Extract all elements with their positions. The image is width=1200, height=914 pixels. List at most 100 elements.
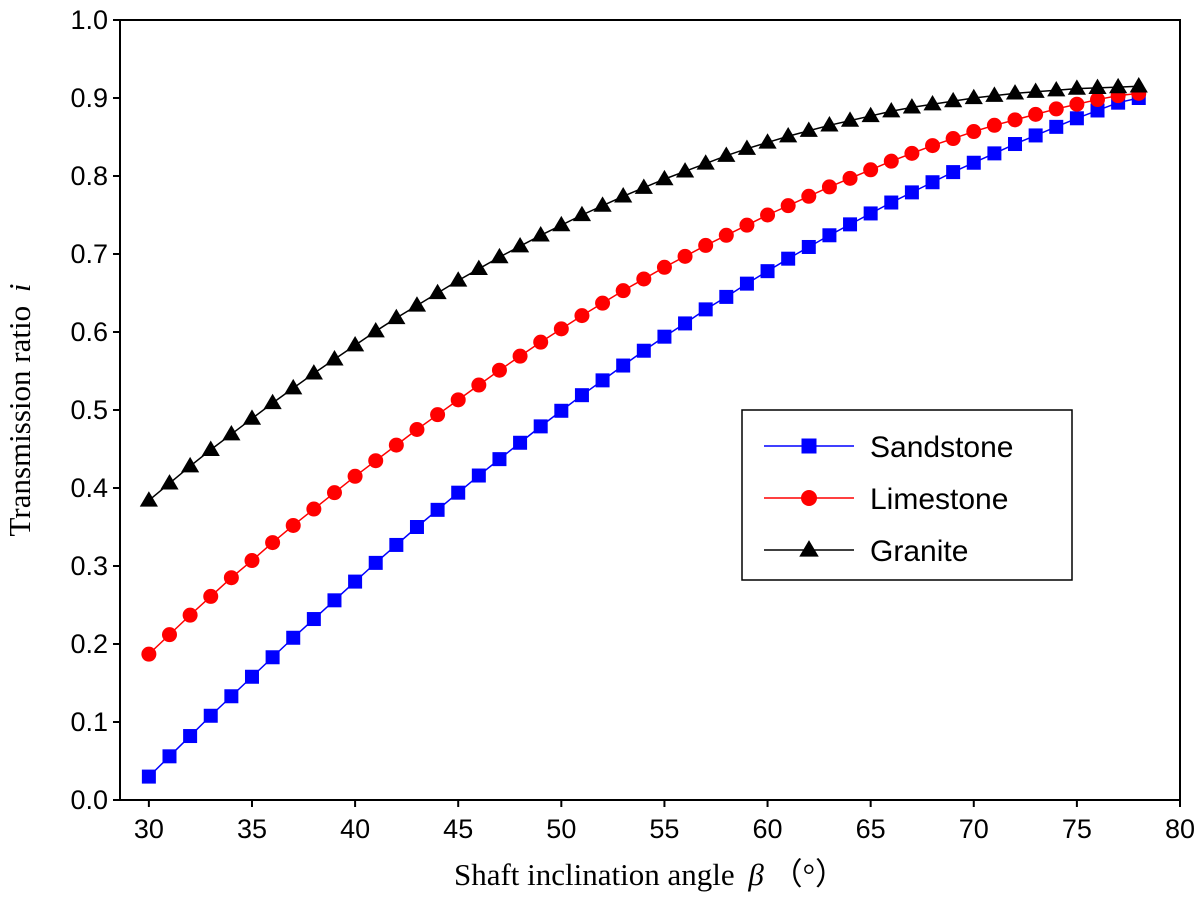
sandstone-point: [760, 264, 775, 279]
legend-marker-granite: [799, 540, 819, 557]
limestone-point: [883, 153, 899, 169]
limestone-point: [945, 131, 961, 147]
series-layer: [139, 77, 1148, 784]
y-tick-label: 0.3: [70, 551, 108, 581]
limestone-point: [986, 117, 1002, 133]
granite-point: [510, 236, 530, 253]
granite-point: [902, 98, 922, 114]
limestone-point: [141, 646, 157, 662]
sandstone-point: [389, 537, 404, 552]
limestone-point: [161, 627, 177, 643]
limestone-point: [1048, 101, 1064, 117]
granite-point: [325, 350, 344, 366]
sandstone-point: [657, 329, 672, 344]
sandstone-point: [822, 228, 837, 243]
granite-point: [139, 491, 158, 507]
legend-marker-limestone: [801, 490, 817, 506]
limestone-point: [430, 407, 446, 423]
limestone-point: [821, 179, 837, 195]
limestone-point: [491, 362, 507, 378]
limestone-point: [1028, 106, 1044, 122]
limestone-point: [574, 308, 590, 324]
y-tick-label: 1.0: [70, 5, 108, 35]
granite-point: [407, 296, 427, 312]
x-axis-label: Shaft inclination angle: [454, 857, 735, 892]
granite-point: [428, 283, 447, 300]
limestone-point: [471, 377, 487, 393]
granite-point: [449, 271, 468, 287]
limestone-point: [285, 517, 301, 533]
limestone-point: [265, 535, 281, 551]
sandstone-point: [843, 217, 858, 232]
limestone-point: [760, 207, 776, 223]
granite-point: [964, 88, 983, 105]
limestone-point: [677, 248, 693, 264]
granite-point: [263, 393, 282, 410]
granite-point: [779, 126, 798, 143]
limestone-point: [1090, 92, 1106, 108]
sandstone-point: [348, 574, 363, 589]
sandstone-point: [1090, 103, 1105, 118]
sandstone-point: [1049, 119, 1064, 134]
sandstone-point: [451, 485, 466, 500]
sandstone-point: [925, 175, 940, 190]
granite-point: [1129, 77, 1148, 93]
sandstone-point: [203, 708, 218, 723]
sandstone-point: [739, 276, 754, 291]
x-tick-label: 60: [753, 814, 783, 844]
sandstone-point: [513, 435, 528, 450]
granite-point: [572, 205, 592, 222]
sandstone-point: [719, 289, 734, 304]
granite-point: [717, 146, 736, 162]
limestone-point: [863, 162, 879, 178]
sandstone-point: [286, 630, 301, 645]
sandstone-point: [863, 206, 878, 221]
limestone-point: [615, 283, 631, 299]
limestone-point: [595, 295, 611, 311]
legend-item-sandstone: Sandstone: [764, 431, 1013, 464]
sandstone-point: [1069, 111, 1084, 126]
sandstone-point: [183, 729, 198, 744]
limestone-point: [1007, 112, 1023, 128]
granite-point: [634, 178, 653, 194]
sandstone-point: [698, 302, 713, 317]
sandstone-series: [141, 91, 1146, 784]
x-tick-label: 30: [134, 814, 164, 844]
granite-point: [304, 364, 323, 380]
y-tick-label: 0.7: [70, 239, 108, 269]
sandstone-point: [678, 316, 693, 331]
legend-item-limestone: Limestone: [764, 483, 1008, 516]
granite-point: [387, 308, 406, 325]
granite-series: [139, 77, 1148, 507]
limestone-point: [656, 259, 672, 275]
limestone-point: [388, 437, 404, 453]
granite-point: [1067, 79, 1086, 95]
sandstone-point: [595, 373, 610, 388]
legend-box: [741, 409, 1073, 581]
granite-point: [882, 102, 901, 118]
limestone-point: [780, 198, 796, 214]
sandstone-point: [801, 239, 816, 254]
granite-point: [160, 474, 179, 490]
granite-point: [944, 91, 963, 108]
x-axis-symbol: β: [747, 857, 764, 892]
limestone-point: [904, 145, 920, 161]
sandstone-point: [409, 520, 424, 534]
limestone-point: [842, 170, 858, 186]
sandstone-point: [884, 195, 899, 210]
legend: Sandstone Limestone Granite: [741, 409, 1073, 581]
sandstone-point: [141, 769, 156, 784]
granite-point: [490, 247, 509, 264]
limestone-point: [306, 501, 322, 517]
limestone-point: [636, 271, 652, 287]
limestone-point: [801, 188, 817, 204]
y-tick-label: 0.0: [70, 785, 108, 815]
granite-point: [469, 259, 488, 275]
granite-point: [1088, 78, 1107, 95]
legend-label-granite: Granite: [870, 535, 968, 568]
sandstone-point: [966, 155, 981, 170]
sandstone-point: [616, 358, 631, 373]
limestone-point: [698, 237, 714, 253]
